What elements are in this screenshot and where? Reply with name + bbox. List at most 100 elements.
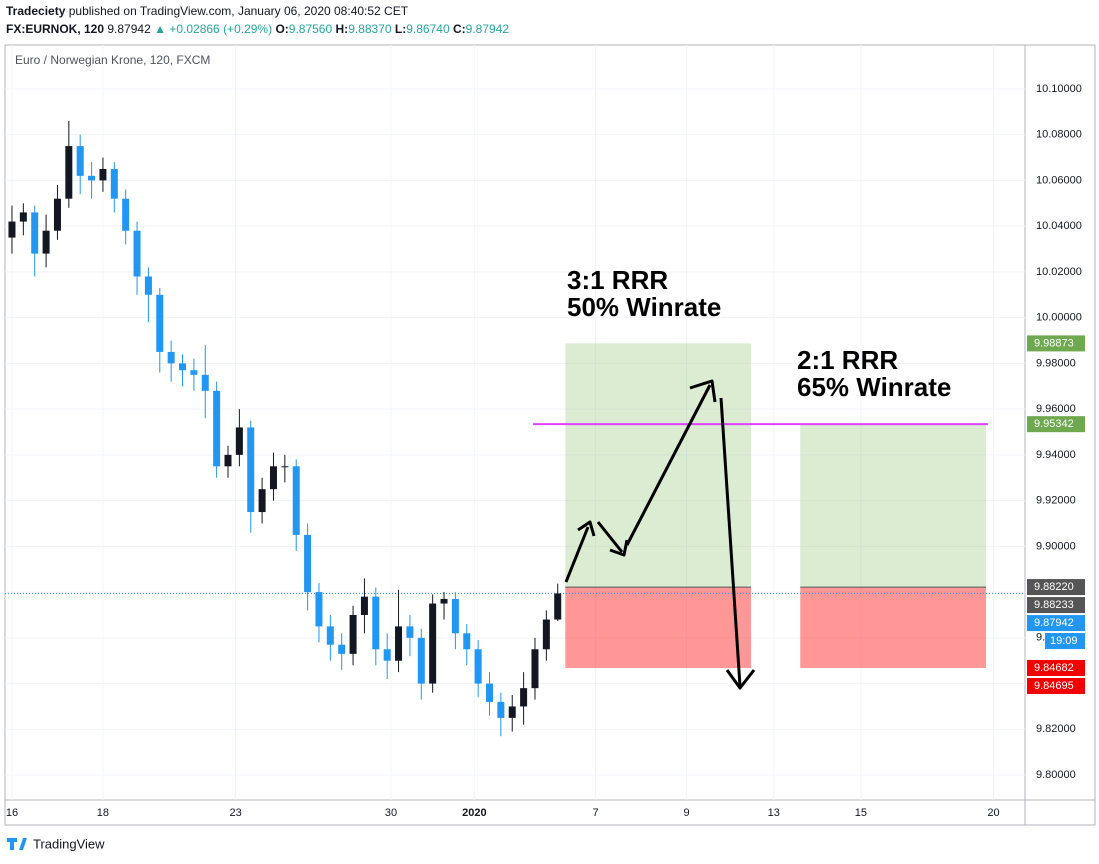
price-label: 9.84695 (1034, 680, 1074, 692)
candle-body (144, 276, 152, 295)
y-tick-label: 9.82000 (1036, 723, 1076, 735)
l-value: 9.86740 (406, 22, 450, 36)
symbol: FX:EURNOK, 120 (6, 22, 104, 36)
x-tick-label: 20 (987, 807, 999, 819)
countdown-box (1045, 633, 1085, 650)
x-tick-label: 2020 (462, 807, 486, 819)
candle-body (8, 221, 16, 238)
candle-body (247, 427, 255, 513)
price-label-box (1027, 677, 1085, 694)
annotation: 65% Winrate (797, 372, 951, 402)
candle-body (213, 390, 221, 467)
c-value: 9.87942 (466, 22, 510, 36)
arrow-head (725, 669, 756, 690)
countdown: 19:09 (1050, 635, 1078, 647)
axis-labels: 9.800009.820009.840009.860009.880009.900… (6, 83, 1085, 819)
y-tick-label: 9.92000 (1036, 495, 1076, 507)
candle-body (383, 649, 391, 661)
candle-body (326, 626, 334, 645)
candle-body (133, 230, 141, 277)
candle-body (281, 466, 289, 468)
price-label-box (1027, 416, 1085, 433)
candle-body (42, 230, 50, 254)
arrow (564, 526, 590, 583)
candle-body (235, 427, 243, 455)
price-label: 9.95342 (1034, 418, 1074, 430)
candle-body (122, 198, 130, 231)
price-label-box (1027, 597, 1085, 614)
chart-frame (4, 44, 1096, 826)
x-tick-label: 15 (855, 807, 867, 819)
price-label-box (1027, 335, 1085, 352)
candle-body (65, 146, 73, 199)
candle-body (167, 351, 175, 364)
arrow: ▲ (154, 22, 166, 36)
candle-body (99, 168, 107, 181)
candle-body (258, 489, 266, 513)
candle-body (554, 593, 562, 620)
arrow (596, 521, 624, 553)
change: +0.02866 (+0.29%) (169, 22, 272, 36)
candle-body (76, 146, 84, 176)
candle-body (224, 454, 232, 467)
y-tick-label: 10.06000 (1036, 174, 1082, 186)
candle-body (531, 649, 539, 689)
o-label: O: (275, 22, 288, 36)
header-line-1: Tradeciety published on TradingView.com,… (6, 4, 409, 18)
candle-body (292, 466, 300, 535)
price-label: 9.88220 (1034, 581, 1074, 593)
candle-body (349, 614, 357, 654)
x-tick-label: 18 (97, 807, 109, 819)
y-tick-label: 10.02000 (1036, 266, 1082, 278)
price-label-box (1027, 615, 1085, 632)
y-tick-label: 9.98000 (1036, 357, 1076, 369)
candle-body (372, 596, 380, 650)
price-label-box (1027, 659, 1085, 676)
brand: TradingView (33, 836, 105, 851)
legend: Euro / Norwegian Krone, 120, FXCM (15, 53, 210, 67)
l-label: L: (395, 22, 406, 36)
positions (5, 343, 1025, 668)
price-label-box (1027, 579, 1085, 596)
candle-body (395, 626, 403, 661)
annotation: 2:1 RRR (797, 345, 898, 375)
c-label: C: (453, 22, 466, 36)
candle-body (360, 596, 368, 615)
last: 9.87942 (107, 22, 151, 36)
price-label: 9.84682 (1034, 662, 1074, 674)
candle-body (269, 466, 277, 490)
h-label: H: (336, 22, 349, 36)
candle-body (417, 637, 425, 684)
y-tick-label: 10.08000 (1036, 129, 1082, 141)
candles (8, 120, 562, 737)
price-label: 9.98873 (1034, 337, 1074, 349)
candle-body (508, 706, 516, 718)
y-tick-label: 9.90000 (1036, 540, 1076, 552)
target-zone (565, 343, 751, 588)
candle-body (497, 701, 505, 718)
h-value: 9.88370 (348, 22, 392, 36)
arrow-head (609, 539, 629, 557)
y-tick-label: 9.80000 (1036, 769, 1076, 781)
header-line-2: FX:EURNOK, 120 9.87942 ▲ +0.02866 (+0.29… (6, 22, 509, 36)
stop-zone (800, 587, 986, 668)
candle-body (338, 644, 346, 654)
y-tick-label: 10.10000 (1036, 83, 1082, 95)
x-tick-label: 9 (684, 807, 690, 819)
arrow (719, 397, 742, 687)
candle-body (315, 592, 323, 627)
candle-body (31, 212, 39, 254)
annotation: 3:1 RRR (567, 265, 668, 295)
candle-body (88, 175, 96, 181)
x-tick-label: 16 (6, 807, 18, 819)
y-tick-label: 9.96000 (1036, 403, 1076, 415)
candle-body (485, 683, 493, 702)
candle-body (304, 534, 312, 593)
candle-body (406, 626, 414, 638)
candle-body (190, 370, 198, 375)
candle-body (19, 212, 27, 222)
y-tick-label: 9.94000 (1036, 449, 1076, 461)
price-label: 9.87942 (1034, 617, 1074, 629)
